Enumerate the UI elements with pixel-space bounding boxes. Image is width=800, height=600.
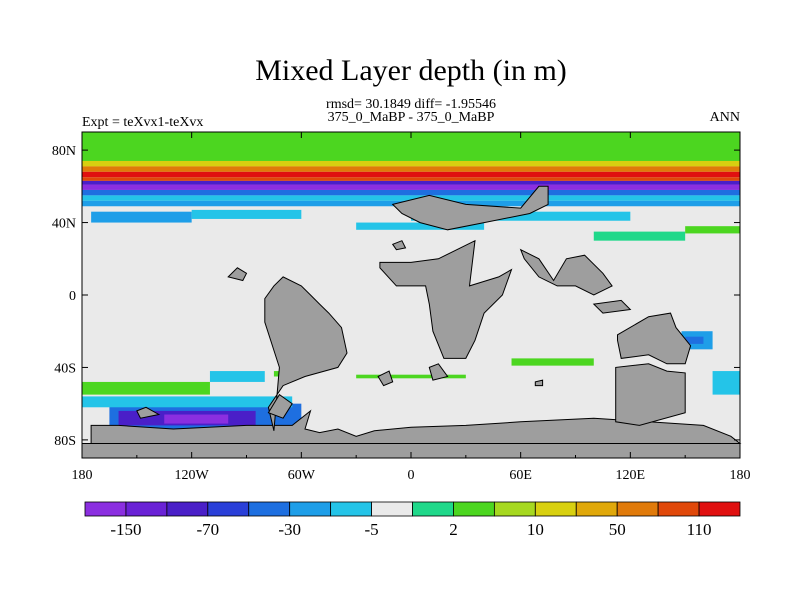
colorbar-label: -150 — [110, 520, 141, 539]
land-polygon — [428, 363, 449, 381]
colorbar-swatch — [289, 501, 332, 517]
field-patch — [685, 336, 704, 344]
y-tick-label: 40S — [54, 361, 76, 376]
field-patch — [411, 211, 631, 221]
zonal-band — [82, 195, 740, 201]
land-polygon — [391, 185, 549, 231]
colorbar-swatch — [412, 501, 454, 517]
land-polygon — [615, 363, 686, 426]
colorbar-swatch — [330, 501, 372, 517]
field-patch — [164, 414, 229, 424]
colorbar-swatch — [493, 501, 536, 517]
x-tick-label: 120E — [616, 468, 646, 483]
zonal-band — [82, 180, 740, 185]
x-tick-label: 180 — [72, 468, 93, 483]
field-patch — [712, 371, 740, 395]
land-polygon — [267, 393, 293, 419]
land-polygon — [377, 370, 394, 387]
land-polygon — [379, 239, 513, 359]
colorbar-swatch — [616, 501, 659, 517]
field-patch — [82, 381, 210, 395]
y-tick-label: 80N — [52, 144, 76, 159]
land-polygon — [391, 240, 407, 251]
colorbar-label: 50 — [609, 520, 626, 539]
map-plot-area — [81, 131, 742, 459]
field-patch — [191, 209, 302, 219]
y-tick-label: 0 — [69, 289, 76, 304]
x-tick-label: 180 — [730, 468, 751, 483]
zonal-band — [82, 166, 740, 172]
rmsd-diff-label: rmsd= 30.1849 diff= -1.95546 — [326, 97, 496, 112]
zonal-band — [82, 184, 740, 190]
land-polygon — [136, 406, 161, 419]
colorbar-label: 10 — [527, 520, 544, 539]
land-polygon — [592, 299, 632, 314]
zonal-band — [82, 189, 740, 196]
zonal-band — [82, 171, 740, 178]
colorbar-label: 2 — [449, 520, 458, 539]
land-polygon — [227, 267, 248, 282]
zonal-band — [82, 160, 740, 167]
y-axis: 80N 40N 0 40S 80S — [52, 144, 740, 449]
field-patch — [356, 222, 485, 230]
colorbar-swatch — [453, 501, 495, 517]
colorbar-swatch — [371, 501, 413, 517]
land-polygon — [617, 312, 692, 365]
x-tick-label: 60W — [288, 468, 316, 483]
field-patch — [511, 358, 594, 366]
field-patch — [685, 226, 740, 234]
colorbar-swatch — [125, 501, 168, 517]
colorbar-swatch — [207, 501, 250, 517]
colorbar-swatch — [575, 501, 618, 517]
colorbar-swatch — [84, 501, 127, 517]
colorbar-swatch — [248, 501, 291, 517]
field-patch — [82, 396, 293, 408]
colorbar-label: 110 — [687, 520, 712, 539]
zonal-band — [82, 177, 740, 181]
experiment-label: Expt = teXvx1-teXvx — [82, 115, 203, 130]
season-label: ANN — [710, 110, 740, 125]
colorbar-label: -5 — [364, 520, 378, 539]
land-polygon — [519, 248, 613, 296]
field-patch — [356, 374, 466, 379]
field-patch — [91, 211, 192, 223]
zonal-bands — [82, 132, 740, 207]
land-polygon — [534, 379, 544, 387]
field-patch — [209, 371, 265, 382]
x-tick-label: 60E — [509, 468, 532, 483]
field-patch — [593, 231, 686, 241]
colorbar-swatch — [698, 501, 741, 517]
x-axis: 180 120W 60W 0 60E 120E 180 — [72, 132, 751, 483]
chart-title: Mixed Layer depth (in m) — [255, 54, 567, 87]
land-polygon — [82, 409, 742, 444]
land-polygon — [264, 276, 348, 431]
x-tick-label: 0 — [408, 468, 415, 483]
x-tick-label: 120W — [175, 468, 210, 483]
colorbar-swatch — [534, 501, 577, 517]
colorbar-label: -70 — [196, 520, 219, 539]
colorbar-swatch — [657, 501, 700, 517]
colorbar-label: -30 — [278, 520, 301, 539]
y-tick-label: 80S — [54, 434, 76, 449]
case-label: 375_0_MaBP - 375_0_MaBP — [328, 110, 495, 125]
y-tick-label: 40N — [52, 217, 76, 232]
colorbar-swatch — [166, 501, 209, 517]
colorbar: -150 -70 -30 -5 2 10 50 110 — [84, 501, 741, 539]
